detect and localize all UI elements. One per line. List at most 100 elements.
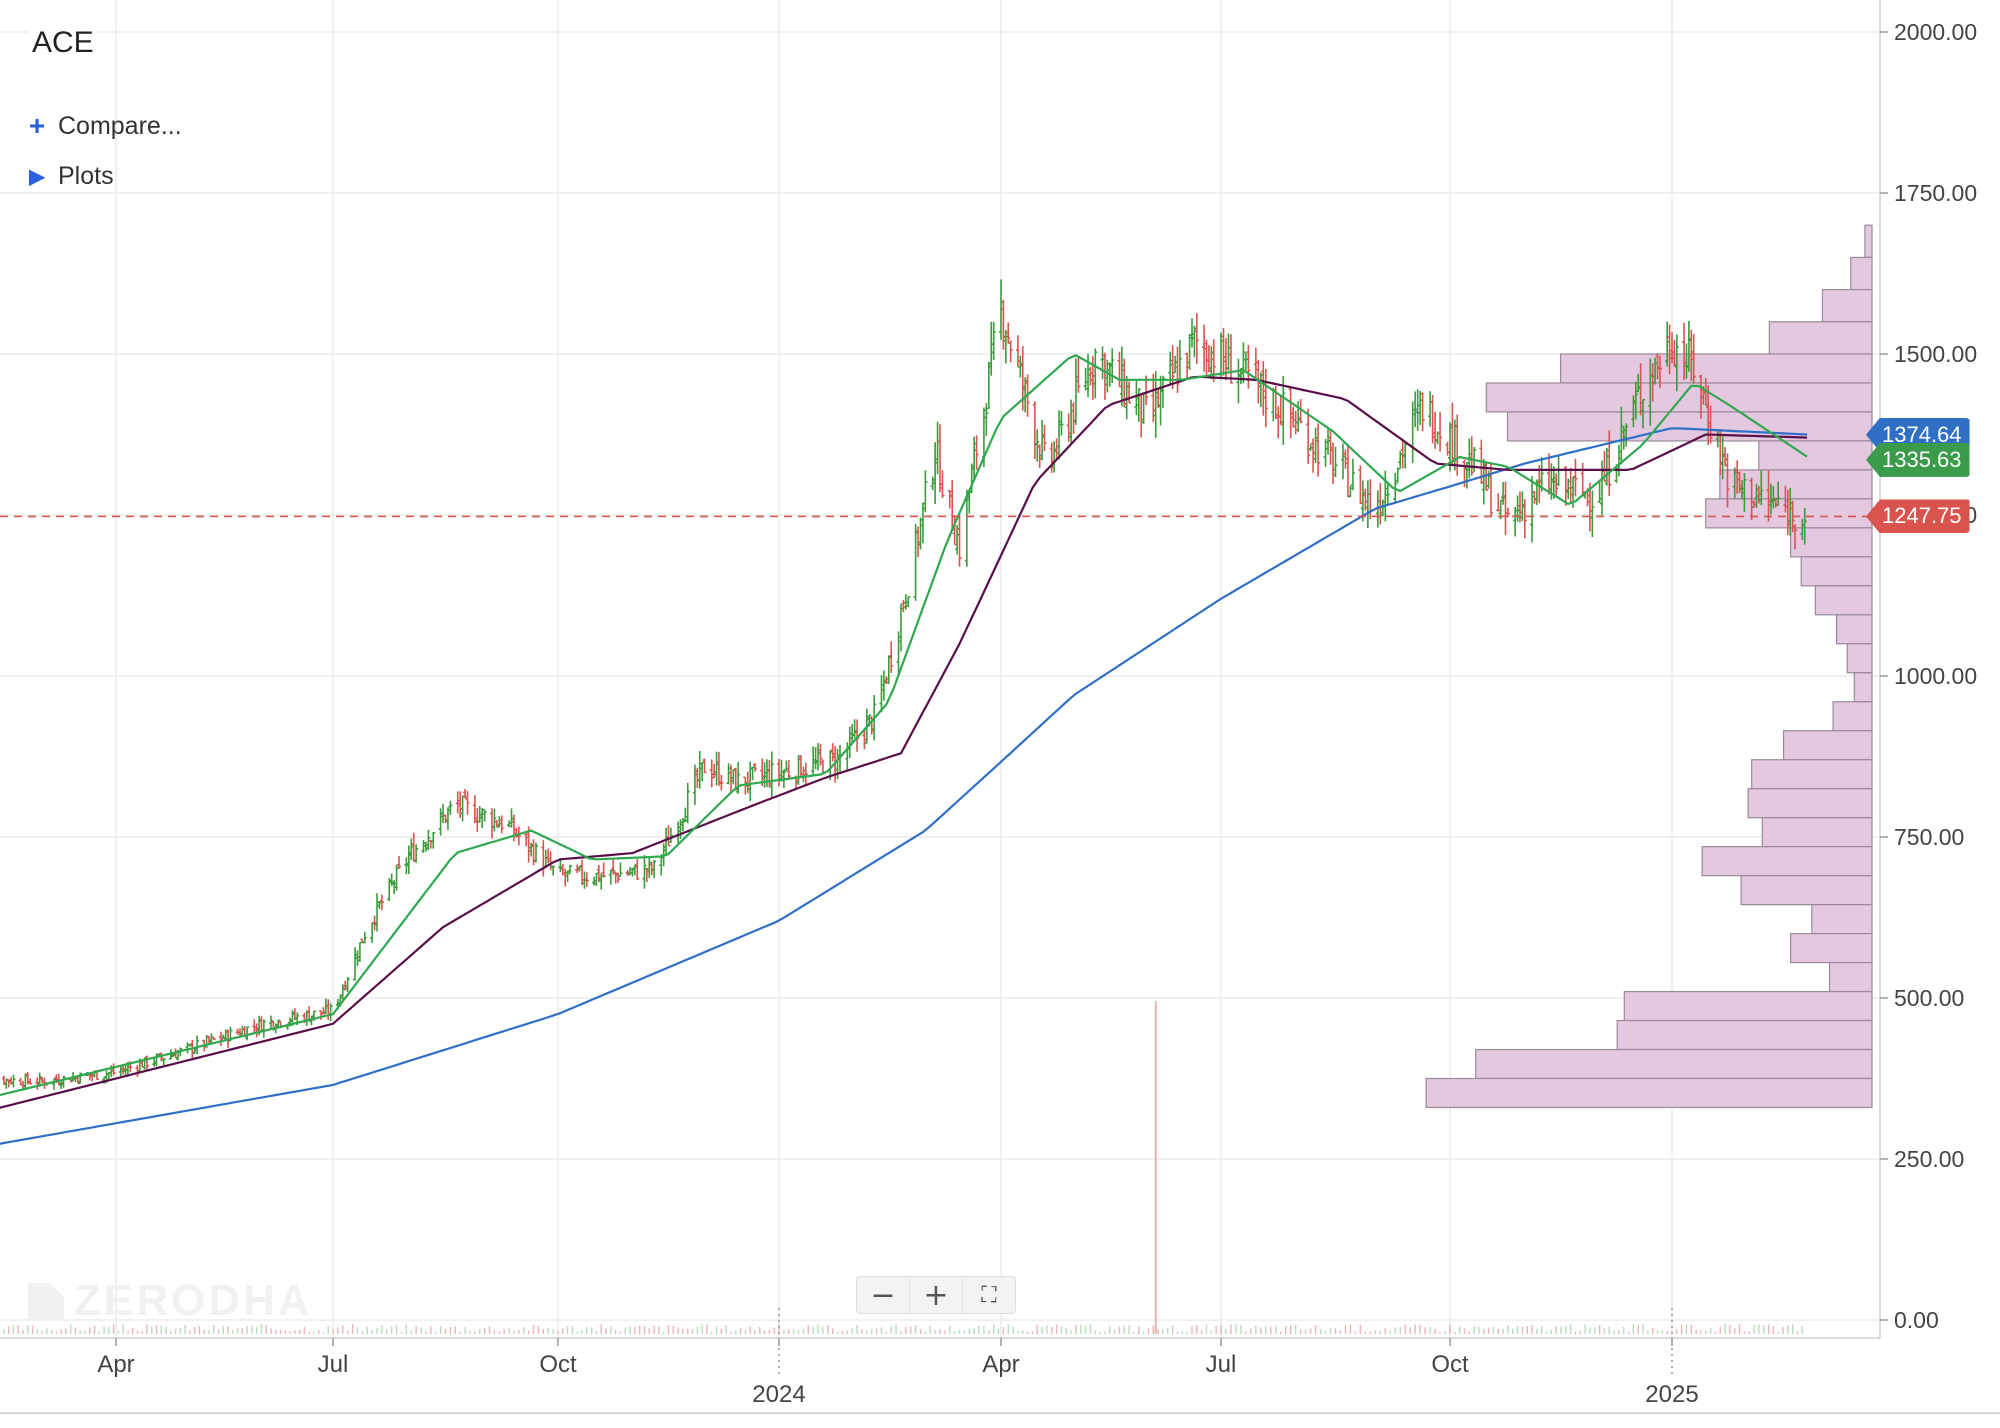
candle — [1580, 462, 1585, 496]
x-tick-label: Jul — [318, 1351, 349, 1378]
candle — [1793, 524, 1798, 550]
candle — [1032, 401, 1037, 460]
candle — [974, 435, 979, 470]
candle — [18, 1077, 23, 1086]
volume-profile — [1425, 224, 1873, 1109]
candle — [533, 842, 538, 863]
candle — [736, 761, 741, 794]
candle — [145, 1055, 149, 1071]
candle — [448, 800, 453, 816]
candle — [443, 814, 448, 823]
candle — [254, 1023, 259, 1038]
watermark-text: ZERODHA — [74, 1276, 313, 1325]
candle — [499, 815, 504, 834]
x-tick-label: Oct — [539, 1351, 577, 1378]
candle — [345, 976, 350, 993]
x-tick-label: Apr — [97, 1351, 134, 1378]
candle — [1194, 313, 1199, 365]
candle — [28, 1078, 33, 1085]
candle — [1323, 438, 1328, 467]
candle — [1059, 411, 1064, 436]
candle — [1110, 348, 1115, 383]
candle — [568, 864, 573, 875]
candle — [362, 931, 367, 944]
compare-button[interactable]: + Compare... — [28, 110, 182, 142]
candle — [1052, 441, 1057, 473]
volume-profile-bar — [1506, 411, 1873, 442]
candle — [991, 321, 996, 360]
candle — [938, 424, 943, 493]
candle — [406, 845, 411, 875]
x-tick-label: 2024 — [752, 1381, 805, 1408]
plots-button[interactable]: ▶ Plots — [28, 162, 113, 191]
candle — [1691, 334, 1696, 384]
candle — [1281, 376, 1286, 445]
candle — [1093, 348, 1098, 399]
volume-profile-bar — [1747, 788, 1873, 819]
candle — [1420, 392, 1425, 432]
zoom-in-button[interactable]: + — [910, 1277, 963, 1313]
candle — [211, 1036, 216, 1040]
price-tag: 1335.63 — [1866, 442, 1970, 477]
volume-profile-bar — [1485, 382, 1873, 413]
candle — [1271, 387, 1276, 422]
candle — [1076, 356, 1081, 393]
candle — [580, 859, 585, 886]
candle — [1069, 399, 1074, 444]
plus-icon: + — [923, 1277, 949, 1313]
candle — [898, 604, 903, 652]
candle — [1187, 334, 1192, 370]
candle — [762, 762, 767, 788]
candle — [1398, 450, 1403, 469]
fullscreen-button[interactable]: ⛶ — [963, 1277, 1015, 1313]
candle — [743, 776, 748, 795]
candle — [1418, 391, 1423, 425]
candle — [1049, 442, 1054, 473]
triangle-right-icon: ▶ — [29, 166, 45, 188]
candle — [409, 838, 414, 861]
candle — [23, 1073, 28, 1090]
candle — [1040, 420, 1045, 461]
candle — [1105, 359, 1110, 393]
volume-profile-bar — [1782, 730, 1873, 761]
volume-profile-bar — [1800, 556, 1873, 587]
candle — [445, 807, 450, 831]
candle — [482, 809, 487, 822]
candle — [489, 808, 494, 839]
candle — [1015, 335, 1020, 368]
candle — [1331, 442, 1336, 484]
candle — [818, 743, 823, 766]
volume-profile-bar — [1701, 846, 1873, 877]
volume-profile-bar — [1846, 643, 1873, 674]
zoom-controls: − + ⛶ — [856, 1276, 1016, 1314]
candle — [394, 864, 399, 891]
candle — [1333, 446, 1338, 477]
candle — [1340, 443, 1345, 480]
candle — [218, 1031, 223, 1047]
volume-profile-bar — [1821, 289, 1873, 323]
candle — [1413, 391, 1418, 428]
candle — [1258, 372, 1263, 408]
candle — [608, 869, 613, 885]
zoom-out-button[interactable]: − — [857, 1277, 910, 1313]
candle — [1261, 361, 1266, 416]
candle — [1236, 358, 1241, 404]
volume-profile-bar — [1814, 585, 1873, 616]
candle — [947, 489, 952, 509]
x-tick-label: Oct — [1431, 1351, 1469, 1378]
candle — [786, 759, 791, 780]
volume-profile-bar — [1828, 961, 1873, 993]
candle — [1415, 389, 1420, 431]
candle — [1158, 375, 1163, 426]
candle — [1633, 381, 1638, 420]
candle — [1597, 482, 1602, 503]
candle — [1298, 399, 1303, 424]
candle — [852, 719, 857, 739]
volume-profile-bar — [1832, 701, 1873, 732]
candle — [1520, 491, 1525, 522]
y-tick-label: 2000.00 — [1894, 19, 1977, 45]
candle — [465, 790, 470, 815]
candle — [1403, 441, 1408, 469]
candle — [1501, 482, 1506, 505]
